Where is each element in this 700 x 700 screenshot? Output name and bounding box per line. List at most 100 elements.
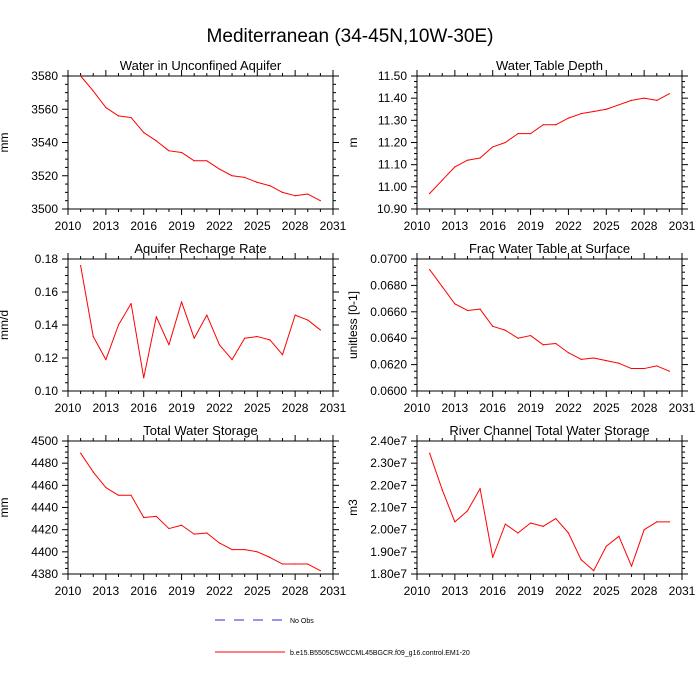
data-point <box>517 532 519 534</box>
x-tick-label: 2016 <box>130 219 157 233</box>
data-point <box>105 486 107 489</box>
x-tick-label: 2010 <box>404 401 431 415</box>
data-point <box>529 334 532 337</box>
data-point <box>492 325 494 327</box>
data-point <box>193 533 195 535</box>
panel-3: Aquifer Recharge Rate 2010 2013 2016 2019 202… <box>0 241 347 415</box>
x-tick-label: 2022 <box>206 219 233 233</box>
data-point <box>643 529 645 531</box>
data-point <box>244 176 246 179</box>
y-tick-label: 11.50 <box>378 69 407 83</box>
data-point <box>92 335 94 338</box>
x-tick-label: 2019 <box>168 584 195 598</box>
data-point <box>130 116 132 119</box>
data-point <box>294 563 296 565</box>
data-point <box>593 570 595 572</box>
data-point <box>206 314 208 316</box>
data-point <box>656 365 658 367</box>
data-point <box>80 75 82 77</box>
y-tick-label: 11.30 <box>378 113 407 127</box>
data-point <box>529 522 532 524</box>
data-point <box>130 302 132 305</box>
data-point <box>218 168 221 170</box>
plot-frame <box>416 258 683 392</box>
x-tick-label: 2025 <box>244 584 271 598</box>
x-tick-label: 2016 <box>479 219 506 233</box>
legend-label-no-obs: No Obs <box>290 618 314 625</box>
data-point <box>517 133 519 135</box>
data-point <box>294 195 296 197</box>
data-point <box>231 175 233 177</box>
data-point <box>466 309 469 312</box>
plot-frame <box>67 75 334 210</box>
data-point <box>593 357 595 359</box>
x-tick-label: 2022 <box>555 401 582 415</box>
data-point <box>319 329 321 331</box>
data-point <box>92 471 94 473</box>
x-tick-label: 2025 <box>244 219 271 233</box>
panel-title: Total Water Storage <box>143 423 257 438</box>
panel-6: River Channel Total Water Storage 2010 201… <box>346 423 696 598</box>
data-point <box>80 452 82 454</box>
x-tick-label: 2028 <box>631 584 658 598</box>
panel-4: Frac Water Table at Surface 2010 2013 2016 2… <box>346 241 696 415</box>
y-tick-label: 2.30e7 <box>370 456 407 470</box>
data-point <box>105 359 107 361</box>
data-point <box>580 113 582 115</box>
panel-title: Water Table Depth <box>496 58 603 73</box>
data-point <box>656 521 658 523</box>
data-point <box>168 150 170 152</box>
x-tick-label: 2025 <box>593 584 620 598</box>
y-axis-label: unitless [0-1] <box>346 291 360 359</box>
series-line-1 <box>429 453 670 572</box>
y-axis-label: mm <box>0 498 11 518</box>
y-tick-label: 4480 <box>31 456 58 470</box>
data-point <box>180 151 183 154</box>
y-tick-label: 0.10 <box>35 384 59 398</box>
x-tick-label: 2031 <box>320 584 347 598</box>
panel-5: Total Water Storage 2010 2013 2016 2019 2022 2… <box>0 423 347 598</box>
y-tick-label: 0.0620 <box>370 358 407 372</box>
x-tick-label: 2016 <box>130 584 157 598</box>
data-point <box>580 558 582 561</box>
data-point <box>567 532 570 534</box>
series-line-1 <box>80 452 321 572</box>
data-point <box>454 166 456 168</box>
data-point <box>218 344 221 346</box>
data-point <box>466 159 469 161</box>
x-tick-label: 2022 <box>555 584 582 598</box>
data-point <box>143 516 145 519</box>
series-line-1 <box>429 93 670 194</box>
y-tick-label: 3540 <box>31 136 58 150</box>
x-tick-label: 2016 <box>130 401 157 415</box>
y-tick-label: 0.0700 <box>370 252 407 266</box>
data-point <box>307 319 309 321</box>
figure-title: Mediterranean (34-45N,10W-30E) <box>207 26 494 47</box>
x-tick-label: 2028 <box>282 219 309 233</box>
data-point <box>630 565 633 567</box>
x-tick-label: 2013 <box>93 219 120 233</box>
data-point <box>256 335 258 338</box>
x-tick-label: 2031 <box>669 584 696 598</box>
y-tick-label: 3580 <box>31 69 58 83</box>
data-point <box>555 342 557 345</box>
x-tick-label: 2025 <box>593 401 620 415</box>
x-tick-label: 2028 <box>282 584 309 598</box>
x-tick-label: 2031 <box>320 401 347 415</box>
data-point <box>668 370 670 372</box>
data-point <box>429 268 431 271</box>
x-tick-label: 2025 <box>593 219 620 233</box>
x-tick-label: 2016 <box>479 401 506 415</box>
x-tick-label: 2028 <box>631 219 658 233</box>
data-point <box>319 200 321 202</box>
data-point <box>492 146 494 148</box>
y-axis-label: mm/d <box>0 310 11 340</box>
y-tick-label: 11.10 <box>378 158 407 172</box>
data-point <box>580 358 582 360</box>
data-point <box>143 131 145 134</box>
data-point <box>605 108 607 110</box>
y-tick-label: 4400 <box>31 545 58 559</box>
x-tick-label: 2031 <box>320 219 347 233</box>
x-tick-label: 2028 <box>282 401 309 415</box>
